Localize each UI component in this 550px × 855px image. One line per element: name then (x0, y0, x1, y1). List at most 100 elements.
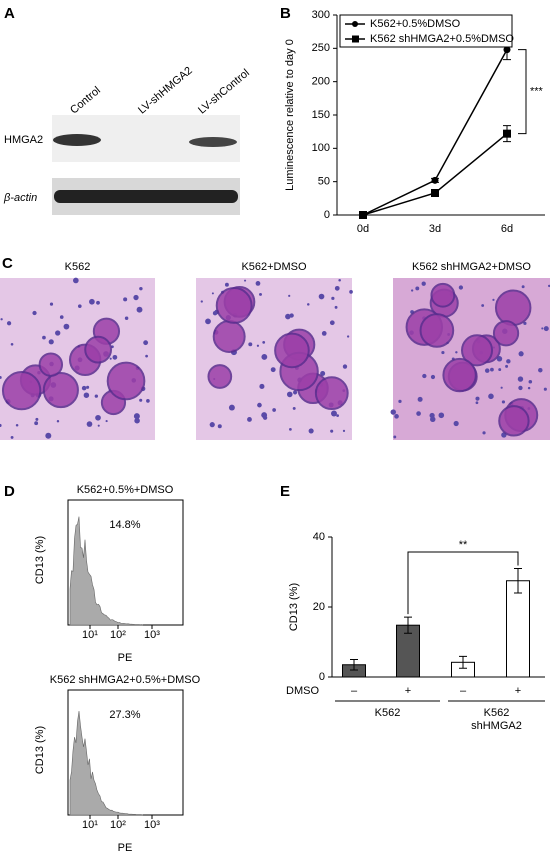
debris (211, 292, 214, 295)
debris (45, 432, 52, 439)
debris (496, 356, 503, 362)
debris (124, 316, 129, 320)
panel-label: E (280, 483, 290, 500)
debris (244, 279, 247, 282)
debris (48, 339, 54, 345)
debris (6, 321, 12, 326)
debris (286, 391, 293, 398)
debris (528, 379, 533, 384)
error-bar (514, 568, 522, 594)
series-line (362, 133, 508, 216)
debris (42, 335, 46, 340)
annotation: *** (530, 86, 544, 98)
row-label: DMSO (286, 685, 319, 697)
debris (543, 326, 549, 332)
debris (35, 417, 39, 421)
debris (256, 344, 260, 347)
debris (481, 304, 485, 307)
debris (97, 424, 100, 427)
debris (0, 375, 2, 379)
debris (538, 367, 543, 373)
debris (270, 367, 276, 373)
debris (500, 386, 503, 389)
panel-label: B (280, 5, 291, 22)
debris (55, 330, 61, 336)
micrograph-title: K562+DMSO (241, 261, 307, 273)
x-tick-label: 3d (429, 223, 441, 235)
cell (38, 352, 64, 377)
group-label: K562 (484, 707, 510, 719)
category-label: + (405, 685, 411, 697)
debris (96, 300, 100, 305)
cell (274, 332, 310, 369)
debris (89, 298, 95, 305)
cell (314, 376, 349, 411)
debris (145, 354, 148, 358)
debris (318, 293, 325, 300)
flow-ylabel: CD13 (%) (34, 536, 46, 584)
micrograph-title: K562 shHMGA2+DMSO (412, 261, 531, 273)
debris (293, 390, 298, 395)
legend-marker (352, 35, 359, 43)
debris (288, 294, 291, 297)
debris (259, 292, 262, 296)
y-tick-label: 40 (313, 531, 325, 543)
cell (461, 334, 494, 367)
debris (262, 341, 266, 344)
band (189, 137, 237, 147)
debris (205, 318, 211, 325)
cell (215, 287, 253, 324)
debris (490, 367, 494, 372)
debris (505, 364, 509, 368)
debris (105, 420, 108, 423)
debris (527, 386, 531, 390)
debris (255, 281, 261, 286)
debris (123, 297, 128, 302)
debris (56, 420, 60, 423)
y-label: Luminescence relative to day 0 (284, 39, 296, 191)
flow-tick-label: 10¹ (82, 819, 98, 831)
cell (430, 282, 456, 308)
debris (336, 414, 340, 417)
flow-histogram (69, 516, 144, 626)
cell (212, 320, 246, 354)
debris (308, 428, 314, 434)
y-label: CD13 (%) (288, 583, 300, 631)
debris (94, 394, 99, 398)
debris (77, 304, 82, 308)
flow-percent: 27.3% (109, 709, 140, 721)
debris (248, 342, 253, 347)
debris (329, 320, 335, 326)
debris (492, 298, 495, 301)
flow-xlabel: PE (118, 842, 133, 854)
debris (482, 431, 486, 435)
debris (0, 318, 3, 321)
band (53, 134, 101, 146)
debris (289, 313, 294, 318)
row-label: HMGA2 (4, 134, 43, 146)
debris (506, 359, 511, 364)
debris (523, 321, 527, 325)
debris (81, 385, 87, 391)
annotation: ** (459, 539, 468, 551)
debris (259, 383, 265, 390)
debris (112, 354, 118, 360)
debris (430, 416, 436, 423)
debris (200, 300, 203, 303)
significance-bracket (518, 49, 527, 135)
debris (320, 370, 326, 376)
debris (10, 342, 14, 346)
row-label: β-actin (3, 192, 37, 204)
debris (453, 420, 459, 427)
debris (15, 423, 19, 427)
marker (431, 176, 439, 184)
cell (1, 370, 42, 411)
debris (86, 421, 93, 427)
debris (475, 396, 480, 401)
debris (430, 374, 436, 380)
debris (228, 404, 235, 411)
debris (34, 421, 39, 426)
group-label: shHMGA2 (471, 720, 522, 732)
debris (334, 305, 338, 309)
